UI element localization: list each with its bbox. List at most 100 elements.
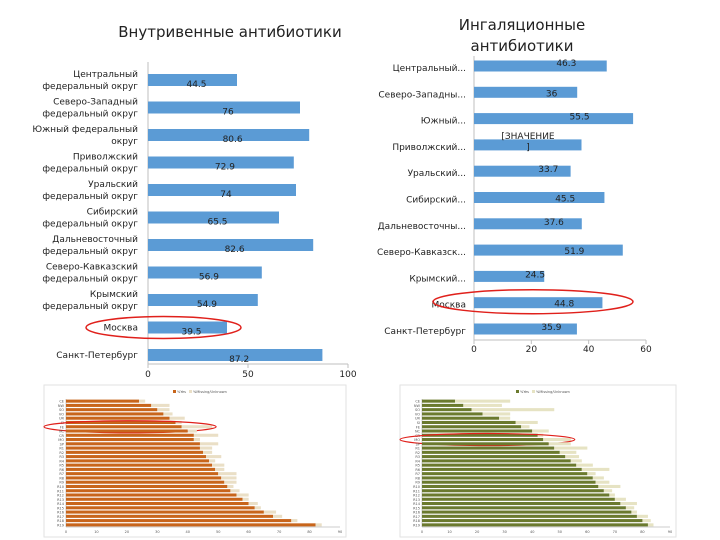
chart3-bar-missing (291, 519, 298, 523)
chart1-category-label: Южный федеральный (32, 125, 138, 135)
chart3-category-label: R16 (57, 511, 64, 515)
chart3-bar-yes (66, 442, 200, 446)
chart2-category-label: Северо-Западны... (378, 90, 466, 100)
chart3-category-label: FE (60, 425, 64, 429)
chart4-category-label: R12 (413, 494, 420, 498)
chart3-bar-yes (66, 455, 207, 459)
chart3-bar-missing (199, 446, 213, 450)
chart2-data-label: 37.6 (544, 218, 564, 228)
chart1-category-label: федеральный округ (42, 247, 138, 257)
chart1-data-label: 74 (220, 190, 232, 200)
chart4-bar-yes (422, 425, 522, 429)
chart4-category-label: R5 (415, 464, 420, 468)
chart4-category-label: R15 (413, 506, 420, 510)
chart1-bar (148, 156, 294, 169)
chart4-bar-yes (422, 480, 596, 484)
chart1-data-label: 82.6 (225, 245, 245, 255)
chart4-bar-yes (422, 510, 632, 514)
chart3-category-label: R19 (57, 523, 64, 527)
chart4-category-label: R8 (415, 476, 420, 480)
chart2-data-label: 45.5 (555, 195, 575, 205)
chart4-bar-missing (595, 480, 610, 484)
chart1-category-label: федеральный округ (42, 192, 138, 202)
chart2-category-label: Южный... (421, 117, 466, 127)
chart4-category-label: R3 (415, 455, 420, 459)
chart3-category-label: R3 (59, 455, 64, 459)
chart2-data-label: 33.7 (538, 165, 558, 175)
chart4-bar-missing (532, 429, 549, 433)
chart4-category-label: SO (415, 408, 420, 412)
chart3-category-label: R2 (59, 451, 64, 455)
chart3-category-label: R9 (59, 481, 64, 485)
chart3-category-label: R14 (57, 502, 65, 506)
chart4-bar-yes (422, 433, 538, 437)
chart1-x-tick-label: 100 (339, 370, 356, 380)
chart3-bar-yes (66, 519, 292, 523)
chart4-bar-yes (422, 493, 610, 497)
chart3-category-label: MO (58, 438, 64, 442)
chart3-bar-missing (254, 506, 261, 510)
chart3-legend-label: %Yes (177, 390, 186, 394)
chart4-bar-missing (565, 455, 580, 459)
chart3-bar-missing (163, 412, 173, 416)
chart3-bar-missing (203, 450, 213, 454)
chart4-bar-yes (422, 523, 648, 527)
chart2-title-line2: антибиотики (471, 37, 574, 55)
chart4-bar-missing (570, 459, 582, 463)
chart1-x-tick-label: 50 (242, 370, 254, 380)
chart2-category-label: Северо-Кавказск... (377, 248, 466, 258)
chart3-bar-missing (181, 425, 213, 429)
chart3-bar-missing (209, 459, 216, 463)
chart4-category-label: MO (414, 438, 420, 442)
chart2-data-label: 35.9 (541, 323, 561, 333)
chart2-data-label: 51.9 (564, 247, 584, 257)
chart4-bar-yes (422, 459, 571, 463)
chart3-bar-missing (193, 433, 219, 437)
chart4-category-label: R18 (413, 519, 420, 523)
chart1-title: Внутривенные антибиотики (118, 23, 341, 41)
chart2-data-label: [ЗНАЧЕНИЕ (501, 132, 555, 142)
chart1-bar (148, 266, 262, 279)
chart2-title-line1: Ингаляционные (459, 16, 586, 34)
chart4-category-label: R7 (415, 472, 420, 476)
chart4-x-tick-label: 90 (668, 530, 672, 534)
chart4-bar-yes (422, 484, 599, 489)
chart4-bar-missing (625, 506, 635, 510)
chart3-category-label: NC (59, 430, 65, 434)
chart2-bar (474, 86, 578, 98)
chart3-bar-missing (193, 438, 200, 442)
chart3-bar-missing (139, 399, 146, 403)
chart3-bar-missing (315, 523, 322, 527)
chart1-data-label: 87.2 (229, 355, 249, 365)
chart3-bar-yes (66, 438, 194, 442)
chart1-category-label: Крымский (90, 290, 138, 300)
chart3-bar-yes (66, 399, 140, 403)
chart2-highlight-ellipse (432, 288, 634, 315)
chart4-bar-yes (422, 408, 472, 412)
chart3-bar-yes (66, 493, 237, 497)
chart4-bar-yes (422, 519, 643, 523)
chart1-bar (148, 211, 279, 224)
chart3-bar-yes (66, 463, 213, 467)
chart4-x-tick-label: 0 (421, 530, 423, 534)
chart3-small-orange: %Yes %Missing/Unknown 0 10 20 30 40 50 60 70 80 90 C… (43, 384, 347, 538)
chart3-bar-yes (66, 450, 203, 454)
chart2-bar (474, 139, 582, 151)
chart4-x-tick-label: 30 (502, 530, 506, 534)
chart1-data-label: 76 (222, 108, 234, 118)
chart3-bar-yes (66, 416, 170, 420)
chart3-bar-yes (66, 497, 243, 501)
chart3-bar-missing (224, 480, 237, 484)
chart3-bar-yes (66, 514, 274, 518)
chart1-highlight-ellipse (85, 315, 242, 340)
chart3-category-label: R4 (59, 459, 64, 463)
chart3-category-label: R6 (59, 468, 64, 472)
chart4-bar-missing (642, 519, 651, 523)
chart4-x-tick-label: 60 (585, 530, 589, 534)
chart4-highlight-ellipse (399, 432, 576, 447)
chart4-bar-yes (422, 463, 577, 467)
chart4-x-tick-label: 10 (447, 530, 451, 534)
chart4-bar-missing (463, 403, 502, 407)
chart1-category-label: Санкт-Петербург (56, 351, 138, 361)
chart1-category-label: Центральный (73, 70, 138, 80)
